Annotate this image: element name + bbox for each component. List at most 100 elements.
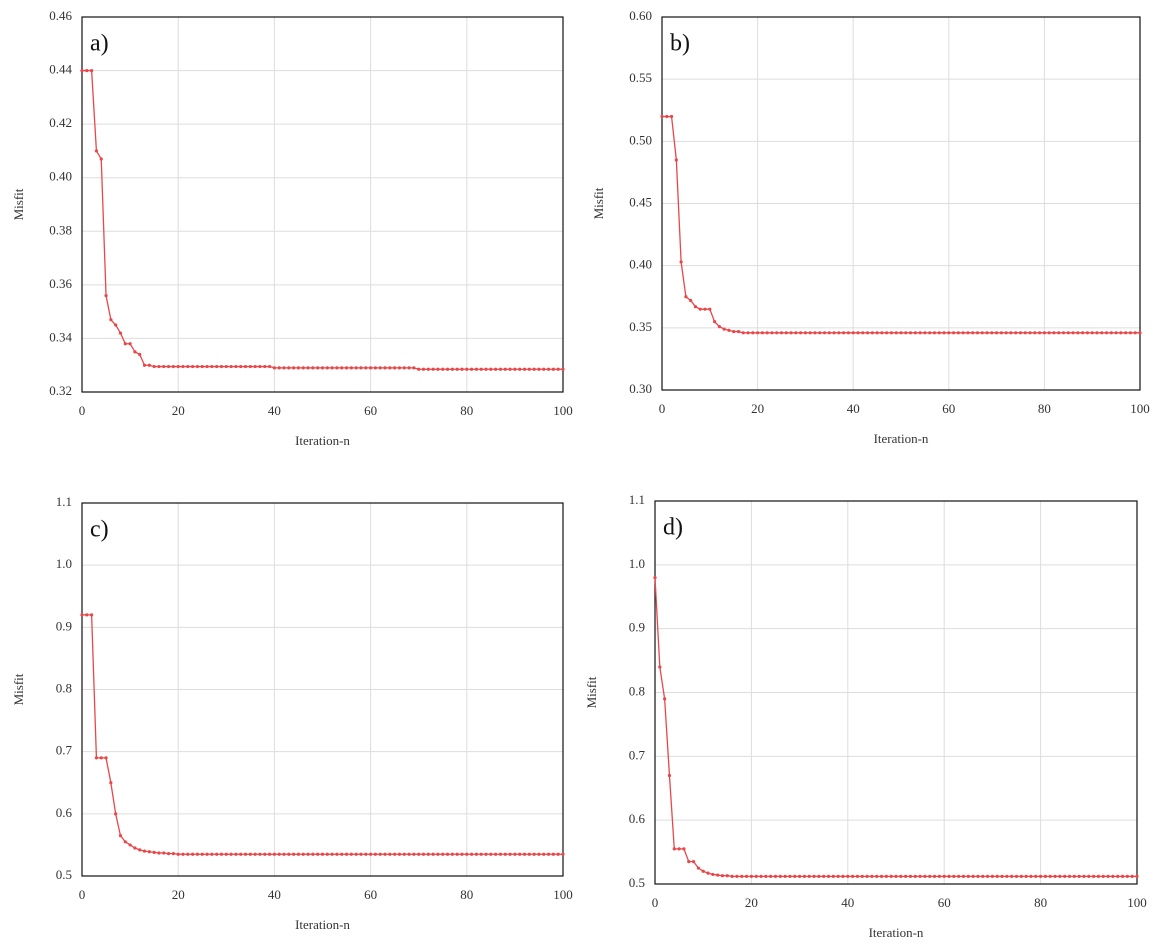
data-point <box>826 874 831 878</box>
data-point <box>855 874 860 878</box>
data-point <box>441 367 445 371</box>
data-point <box>803 331 808 335</box>
data-point <box>735 874 739 878</box>
data-point <box>263 364 267 369</box>
data-point <box>1111 874 1115 878</box>
data-point <box>928 331 932 335</box>
data-point <box>730 874 734 878</box>
data-point <box>479 367 483 371</box>
data-point <box>708 307 712 311</box>
data-point <box>1120 874 1125 878</box>
data-point <box>277 366 281 370</box>
data-point <box>431 367 435 371</box>
data-point <box>537 852 541 856</box>
data-point <box>961 874 966 878</box>
data-point <box>1130 874 1134 878</box>
data-point <box>1038 331 1042 335</box>
data-point <box>807 874 811 878</box>
data-point <box>865 874 869 878</box>
data-point <box>450 852 454 856</box>
data-point <box>995 331 999 335</box>
data-point <box>292 366 296 370</box>
x-tick-label: 40 <box>268 887 281 902</box>
data-point <box>128 342 132 346</box>
y-tick-label: 0.32 <box>49 383 72 398</box>
y-tick-label: 0.40 <box>49 169 72 184</box>
data-point <box>316 366 320 370</box>
plot-area <box>82 17 563 392</box>
y-tick-label: 0.30 <box>629 381 652 396</box>
data-point <box>518 367 522 371</box>
data-point <box>359 852 363 856</box>
x-tick-label: 80 <box>460 403 473 418</box>
data-point <box>349 852 353 856</box>
data-point <box>908 331 913 335</box>
data-point <box>658 665 662 669</box>
data-point <box>556 367 560 371</box>
data-point <box>740 874 744 878</box>
data-point <box>373 366 378 370</box>
data-point <box>171 852 175 856</box>
data-point <box>1109 331 1113 335</box>
data-point <box>320 366 325 370</box>
y-tick-label: 0.34 <box>49 329 72 344</box>
x-tick-label: 100 <box>1127 895 1147 910</box>
data-point <box>947 331 951 335</box>
data-point <box>417 367 421 371</box>
data-point <box>687 860 691 864</box>
frame <box>81 502 564 877</box>
data-point <box>181 364 185 369</box>
data-point <box>181 852 185 856</box>
data-point <box>210 364 214 369</box>
data-point <box>999 331 1003 335</box>
data-point <box>551 367 555 371</box>
y-tick-label: 0.44 <box>49 62 72 77</box>
data-point <box>860 874 864 878</box>
data-point <box>532 852 536 856</box>
data-point <box>1101 874 1105 878</box>
panel-label: b) <box>670 31 690 57</box>
data-point <box>397 366 402 370</box>
data-point <box>272 852 276 856</box>
data-point <box>412 366 416 370</box>
data-point <box>224 364 228 369</box>
data-point <box>344 852 349 856</box>
data-point <box>966 874 970 878</box>
data-point <box>889 331 894 335</box>
data-point <box>663 697 667 701</box>
data-point <box>942 331 946 335</box>
data-point <box>513 852 517 856</box>
data-point <box>981 874 985 878</box>
data-point <box>894 331 898 335</box>
data-point <box>1135 874 1139 878</box>
data-point <box>282 852 286 856</box>
data-point <box>698 307 702 311</box>
data-point <box>674 158 678 162</box>
x-tick-label: 60 <box>942 401 955 416</box>
data-point <box>503 852 507 856</box>
data-point <box>243 852 248 856</box>
data-point <box>1125 874 1129 878</box>
panel-label: d) <box>663 515 683 541</box>
data-point <box>215 364 219 369</box>
data-point <box>219 364 224 369</box>
data-point <box>865 331 870 335</box>
frame <box>654 500 1138 885</box>
data-point <box>171 364 175 369</box>
y-tick-label: 0.6 <box>56 805 73 820</box>
data-point <box>489 367 493 371</box>
data-point <box>157 851 161 855</box>
data-point <box>282 366 286 370</box>
panel: 0.30 0.35 0.40 0.45 0.50 0.55 0.60 0 20 40 60 80 100… <box>591 8 1150 446</box>
data-point <box>846 331 851 335</box>
data-point <box>961 331 965 335</box>
data-point <box>885 331 889 335</box>
data-point <box>1034 874 1038 878</box>
data-point <box>239 852 243 856</box>
data-point <box>460 367 464 371</box>
data-point <box>672 847 676 851</box>
data-point <box>802 874 807 878</box>
data-point <box>693 305 698 309</box>
y-tick-label: 0.5 <box>629 875 645 890</box>
